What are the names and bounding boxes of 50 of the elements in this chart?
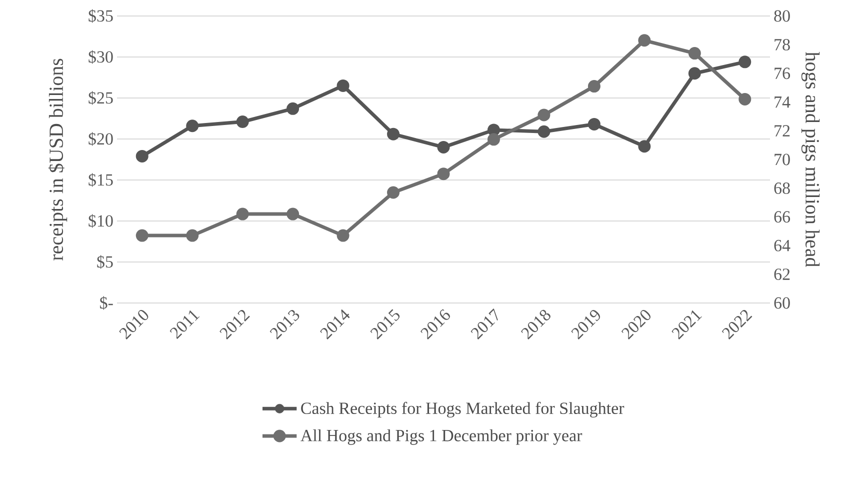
point [236,208,249,220]
point [437,140,450,154]
point [738,92,752,106]
y2-tick-label: 74 [774,96,790,108]
point [387,186,400,199]
point [236,116,249,128]
point [688,67,701,80]
point [538,125,550,138]
y-tick-label: $15 [88,173,113,187]
point [638,34,651,47]
legend-label: All Hogs and Pigs 1 December prior year [300,429,582,445]
y2-tick-label: 70 [774,154,790,166]
y-axis-title: receipts in $USD billions [48,58,68,260]
point [538,108,550,122]
y2-tick-label: 72 [774,125,790,136]
point [738,56,752,68]
y2-axis-title: hogs and pigs million head [801,52,820,268]
point [387,128,400,140]
point [186,229,199,242]
y-tick-label: $- [100,296,113,310]
point [487,133,500,146]
y-tick-label: $35 [88,9,113,23]
y2-tick-label: 76 [774,68,790,80]
legend-label: Cash Receipts for Hogs Marketed for Slaughter [301,402,624,418]
point [286,208,300,220]
y2-tick-label: 66 [774,211,790,223]
x-tick-label: 2011 [170,310,200,340]
point [136,229,148,242]
point [437,168,450,180]
y-tick-label: $20 [88,132,113,146]
y2-tick-label: 80 [774,10,790,22]
point [336,79,350,92]
point [688,47,701,60]
y-tick-label: $10 [88,214,113,228]
y2-tick-label: 78 [774,38,790,50]
point [487,124,500,136]
y2-tick-label: 64 [774,240,790,252]
point [588,118,600,130]
point [336,229,350,242]
point [588,80,600,93]
y-tick-label: $25 [88,91,113,105]
y2-tick-label: 62 [774,268,790,280]
point [286,102,300,115]
point [638,140,651,153]
point [136,150,148,162]
point [186,120,199,132]
y-tick-label: $5 [97,255,113,269]
y-tick-label: $30 [88,50,113,64]
y2-tick-label: 68 [774,182,790,194]
y2-tick-label: 60 [774,297,790,309]
